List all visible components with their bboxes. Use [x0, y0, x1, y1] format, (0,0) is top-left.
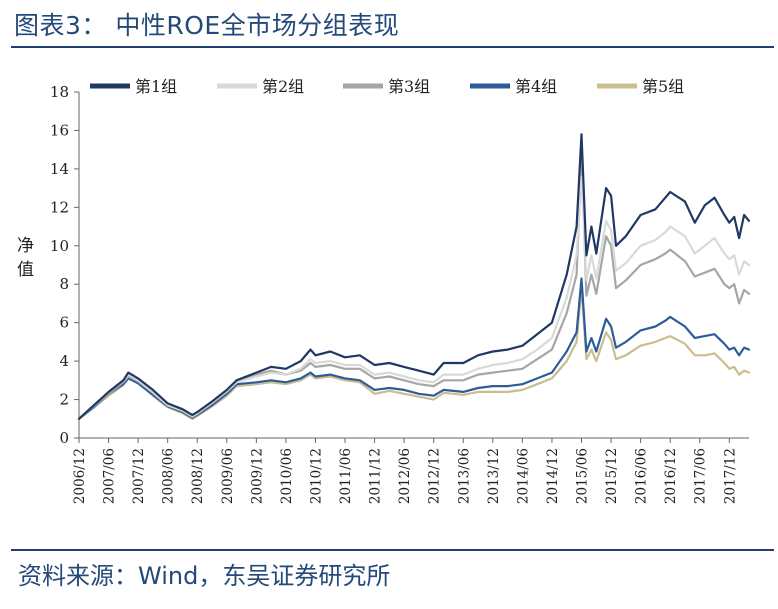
x-tick-label: 2007/12 [131, 448, 147, 504]
y-tick-label: 10 [50, 237, 69, 255]
x-tick-label: 2013/06 [456, 448, 472, 504]
legend-label-5: 第5组 [642, 77, 684, 96]
x-tick-label: 2009/12 [249, 448, 265, 504]
y-axis-label-char-2: 值 [17, 260, 34, 280]
series-line-5 [77, 287, 751, 420]
x-tick-label: 2014/12 [545, 448, 561, 504]
x-tick-label: 2014/06 [515, 448, 531, 504]
y-tick-label: 14 [50, 160, 69, 178]
x-tick-label: 2015/06 [575, 448, 591, 504]
x-tick-label: 2011/12 [368, 448, 384, 504]
x-tick-label: 2012/06 [397, 448, 413, 504]
figure-title: 图表3： 中性ROE全市场分组表现 [14, 11, 400, 40]
x-tick-label: 2009/06 [220, 448, 236, 504]
x-tick-label: 2010/06 [279, 448, 295, 504]
y-tick-label: 18 [50, 83, 69, 101]
line-chart: 第1组 第2组 第3组 第4组 第5组 净 值 0 2 4 6 8 10 12 14 16 18 2006… [17, 77, 751, 504]
series-line-4 [77, 277, 751, 420]
legend-label-4: 第4组 [515, 77, 557, 96]
x-tick-label: 2011/06 [338, 448, 354, 504]
x-tick-label: 2012/12 [427, 448, 443, 504]
legend-label-2: 第2组 [262, 77, 304, 96]
x-tick-label: 2007/06 [102, 448, 118, 504]
x-tick-label: 2008/12 [190, 448, 206, 504]
y-axis: 0 2 4 6 8 10 12 14 16 18 [50, 83, 80, 447]
y-tick-label: 6 [59, 314, 69, 332]
y-tick-label: 4 [59, 352, 69, 370]
legend-label-3: 第3组 [388, 77, 430, 96]
y-tick-label: 16 [50, 121, 69, 139]
x-tick-label: 2015/12 [604, 448, 620, 504]
title-rule [11, 46, 774, 48]
y-tick-label: 2 [59, 391, 69, 409]
x-tick-label: 2016/06 [634, 448, 650, 504]
source-note: 资料来源：Wind，东吴证券研究所 [18, 562, 391, 590]
x-tick-label: 2008/06 [161, 448, 177, 504]
legend: 第1组 第2组 第3组 第4组 第5组 [90, 77, 684, 96]
y-tick-label: 12 [50, 198, 69, 216]
x-tick-label: 2013/12 [486, 448, 502, 504]
y-axis-label-char-1: 净 [17, 236, 34, 256]
x-tick-label: 2010/12 [308, 448, 324, 504]
legend-label-1: 第1组 [135, 77, 177, 96]
y-tick-label: 8 [59, 275, 69, 293]
series-line-1 [77, 133, 751, 420]
x-tick-label: 2006/12 [72, 448, 88, 504]
x-tick-label: 2016/12 [663, 448, 679, 504]
x-axis: 2006/12 2007/06 2007/12 2008/06 2008/12 2009/… [72, 437, 749, 504]
x-tick-label: 2017/06 [693, 448, 709, 504]
y-tick-label: 0 [59, 429, 69, 447]
source-rule [11, 549, 774, 551]
x-tick-label: 2017/12 [722, 448, 738, 504]
series-group [77, 133, 751, 420]
